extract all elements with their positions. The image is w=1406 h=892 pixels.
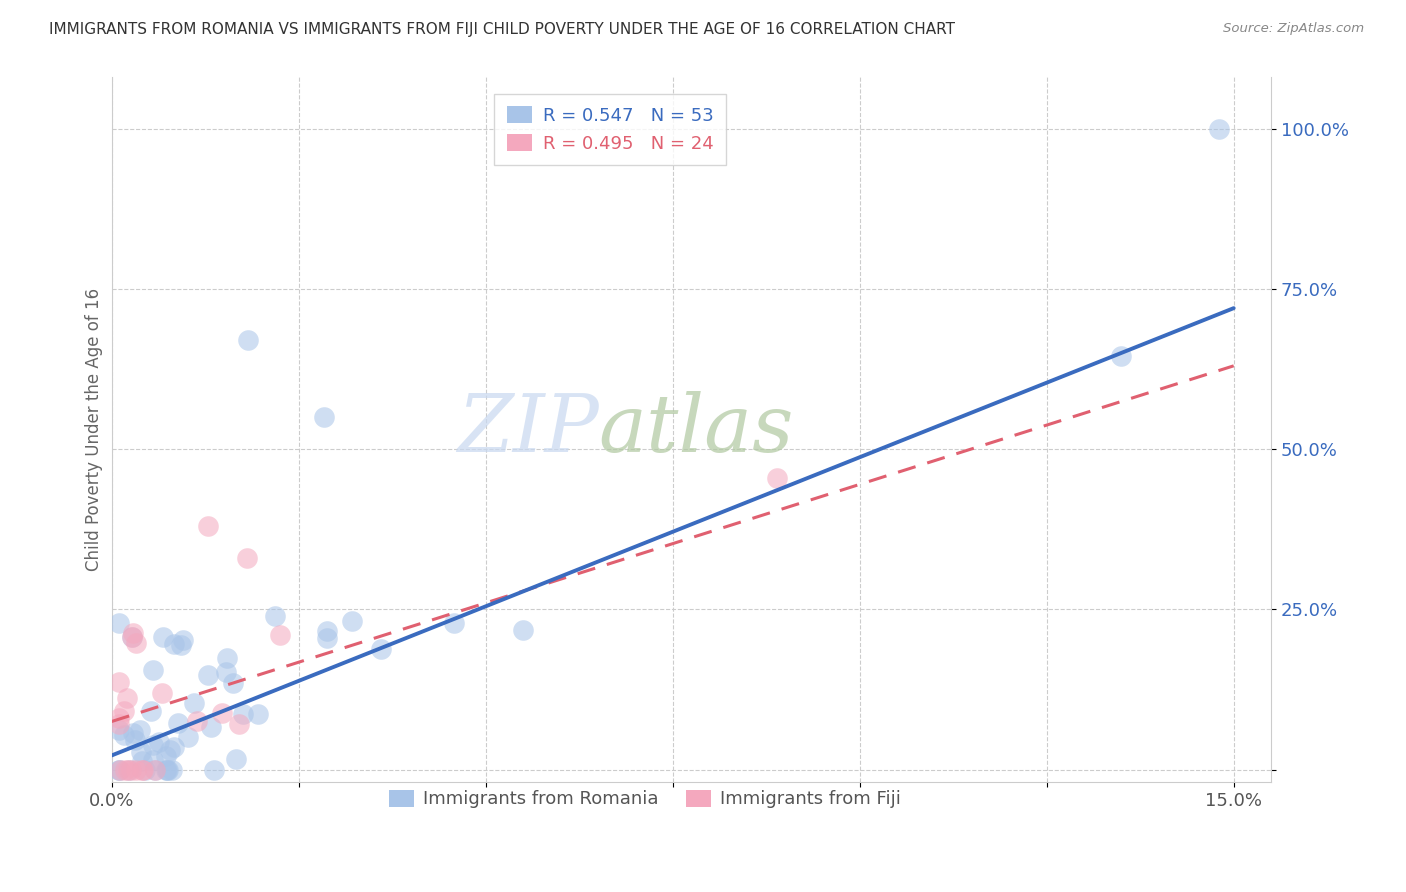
Point [108,675,131,690]
Point [121,630,143,644]
Point [340,614,363,628]
Point [269,628,291,642]
Point [115,690,138,705]
Point [108,763,131,777]
Point [124,733,146,747]
Point [215,651,238,665]
Point [236,333,259,347]
Point [132,763,155,777]
Point [236,551,259,566]
Y-axis label: Child Poverty Under the Age of 16: Child Poverty Under the Age of 16 [86,288,103,572]
Text: IMMIGRANTS FROM ROMANIA VS IMMIGRANTS FROM FIJI CHILD POVERTY UNDER THE AGE OF 1: IMMIGRANTS FROM ROMANIA VS IMMIGRANTS FR… [49,22,955,37]
Point [122,726,145,740]
Point [222,676,245,690]
Point [143,763,166,777]
Point [121,630,143,644]
Point [125,636,148,650]
Point [108,723,131,738]
Point [131,754,153,768]
Point [118,763,141,777]
Point [316,631,339,645]
Point [122,626,145,640]
Point [766,471,789,485]
Point [232,707,254,722]
Text: atlas: atlas [599,392,794,468]
Point [512,624,534,638]
Point [1111,349,1133,363]
Point [215,665,238,680]
Point [148,735,170,749]
Point [246,707,269,722]
Point [142,753,165,767]
Point [370,641,392,656]
Point [156,763,179,777]
Point [142,663,165,677]
Text: ZIP: ZIP [457,392,599,468]
Point [128,723,150,737]
Point [155,749,177,764]
Point [159,742,181,756]
Point [186,714,208,728]
Point [108,763,131,777]
Legend: Immigrants from Romania, Immigrants from Fiji: Immigrants from Romania, Immigrants from… [382,782,908,815]
Point [131,763,153,777]
Point [125,763,148,777]
Point [183,697,205,711]
Point [139,704,162,718]
Point [108,711,131,725]
Point [108,615,131,630]
Point [172,633,194,648]
Point [211,706,233,720]
Point [117,763,139,777]
Point [167,715,190,730]
Point [314,410,336,425]
Point [112,704,135,718]
Point [108,717,131,731]
Point [114,728,136,742]
Point [120,763,142,777]
Point [157,763,180,777]
Point [177,731,200,745]
Point [225,752,247,766]
Point [129,745,152,759]
Point [264,608,287,623]
Point [134,763,156,777]
Point [160,763,183,777]
Point [163,739,186,754]
Point [152,686,174,700]
Point [155,763,177,777]
Point [114,763,136,777]
Point [228,717,250,731]
Point [1208,121,1230,136]
Point [108,763,131,777]
Point [152,630,174,644]
Point [163,637,186,651]
Point [170,638,193,652]
Point [197,667,219,681]
Point [143,763,166,777]
Point [443,616,465,631]
Point [316,624,339,638]
Text: Source: ZipAtlas.com: Source: ZipAtlas.com [1223,22,1364,36]
Point [202,763,225,777]
Point [200,720,222,734]
Point [197,519,219,533]
Point [141,738,163,752]
